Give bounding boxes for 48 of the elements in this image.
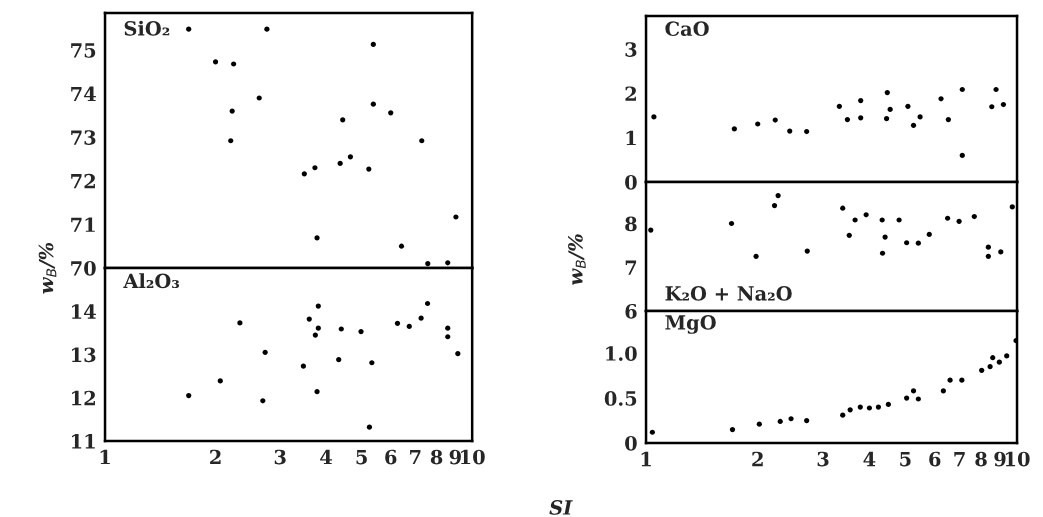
y-axis-title: w$_{B}$/% [38,242,57,294]
chart-title: CaO [665,21,709,37]
x-tick-label: 5 [356,449,367,465]
y-tick-label: 3 [625,42,637,57]
x-tick-label: 4 [863,451,876,467]
x-tick-label: 7 [954,451,965,467]
y-tick-label: 1.0 [606,346,637,361]
chart-title: Al₂O₃ [123,273,180,289]
chart-title: SiO₂ [124,20,170,36]
y-tick-label: 8 [625,216,637,232]
y-tick-label: 72 [71,173,95,189]
x-tick-label: 4 [320,449,333,465]
y-tick-label: 6 [625,303,637,319]
y-tick-label: 74 [71,86,96,102]
y-tick-label: 13 [72,347,96,363]
y-tick-label: 75 [71,43,96,58]
x-tick-label: 10 [461,449,485,465]
x-tick-label: 1 [100,449,110,465]
x-tick-label: 9 [449,449,461,465]
y-tick-label: 0 [625,174,637,190]
y-tick-label: 7 [625,260,637,275]
y-tick-label: 1 [626,130,636,146]
x-tick-label: 8 [975,451,987,467]
x-tick-label: 3 [817,451,829,467]
y-tick-label: 70 [71,260,96,276]
y-tick-label: 73 [71,130,96,145]
y-axis-title: w$_{B}$/% [568,234,586,286]
x-tick-label: 6 [929,451,941,467]
x-tick-label: 6 [385,449,397,465]
x-tick-label: 7 [410,449,421,465]
x-tick-label: 5 [900,451,911,467]
x-axis-title: SI [549,500,573,515]
text: K₂O + Na₂O [665,286,792,301]
chart-title: MgO [665,315,716,334]
x-tick-label: 10 [1005,451,1030,467]
x-tick-label: 2 [752,451,763,467]
y-tick-label: 12 [72,390,95,406]
x-tick-label: 1 [641,451,651,467]
y-tick-label: 11 [72,433,95,449]
x-tick-label: 3 [274,449,286,465]
y-tick-label: 14 [72,304,96,319]
x-tick-label: 2 [210,449,221,465]
y-tick-label: 0.5 [604,391,637,406]
x-tick-label: 8 [430,449,443,465]
y-tick-label: 2 [625,86,636,101]
x-tick-label: 9 [994,451,1006,467]
y-tick-label: 71 [71,217,95,232]
y-tick-label: 0 [625,435,637,451]
